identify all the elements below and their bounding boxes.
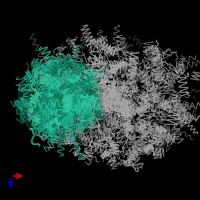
Ellipse shape	[18, 60, 102, 140]
